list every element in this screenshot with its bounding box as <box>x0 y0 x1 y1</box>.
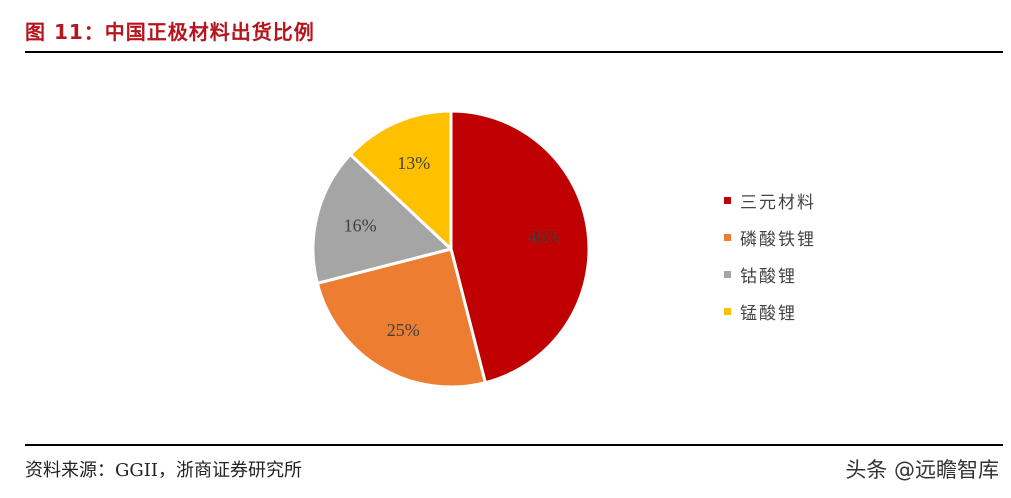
pie-slice <box>348 109 453 251</box>
legend-item-lfp: 磷酸铁锂 <box>724 219 816 256</box>
watermark: 头条 @远瞻智库 <box>845 458 999 482</box>
legend-swatch <box>724 308 731 315</box>
legend-swatch <box>724 271 731 278</box>
legend-item-ternary: 三元材料 <box>724 182 816 219</box>
legend-swatch <box>724 234 731 241</box>
slice-label: 25% <box>387 320 420 340</box>
legend-label: 钴酸锂 <box>740 267 797 287</box>
legend-label: 三元材料 <box>740 193 816 213</box>
top-rule <box>25 51 1003 53</box>
legend-label: 磷酸铁锂 <box>740 230 816 250</box>
legend-item-lmo: 锰酸锂 <box>724 293 816 330</box>
slice-label: 16% <box>344 216 377 236</box>
pie-slice <box>315 247 487 389</box>
pie-slices <box>311 109 591 389</box>
legend-label: 锰酸锂 <box>740 304 797 324</box>
pie-slice-labels: 46% 25% 16% 13% <box>344 153 561 340</box>
slice-label: 46% <box>528 227 561 247</box>
source-note: 资料来源：GGII，浙商证券研究所 <box>25 460 302 481</box>
figure-title: 图 11：中国正极材料出货比例 <box>25 20 315 44</box>
legend-swatch <box>724 197 731 204</box>
pie-slice <box>311 153 453 285</box>
bottom-rule <box>25 444 1003 446</box>
pie-slice <box>449 109 591 385</box>
legend-item-lco: 钴酸锂 <box>724 256 816 293</box>
slice-label: 13% <box>397 153 430 173</box>
legend: 三元材料 磷酸铁锂 钴酸锂 锰酸锂 <box>724 182 816 330</box>
